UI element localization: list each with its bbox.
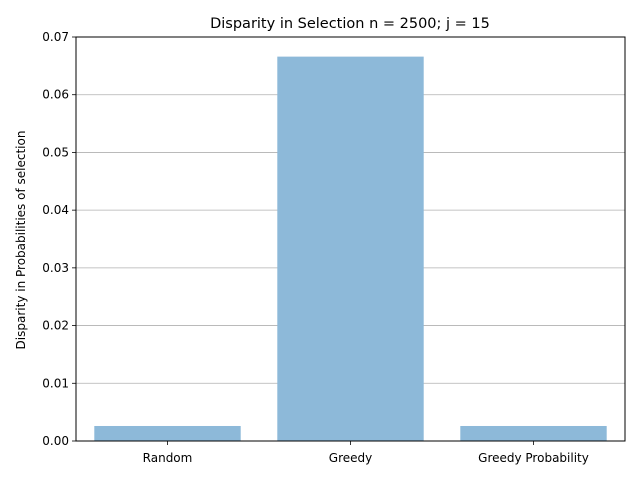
y-axis-ticks: 0.00 0.01 0.02 0.03 0.04 0.05 0.06 0.07 xyxy=(42,30,76,448)
y-tick-label: 0.01 xyxy=(42,376,69,390)
y-tick-label: 0.05 xyxy=(42,145,69,159)
x-tick-label: Greedy xyxy=(329,451,372,465)
plot-frame xyxy=(75,36,626,442)
y-tick-label: 0.06 xyxy=(42,88,69,102)
bar-random xyxy=(94,425,241,441)
bar-greedy xyxy=(277,56,424,441)
x-tick-label: Random xyxy=(143,451,193,465)
x-axis-ticks: Random Greedy Greedy Probability xyxy=(143,441,589,465)
y-tick-label: 0.00 xyxy=(42,434,69,448)
y-axis-label: Disparity in Probabilities of selection xyxy=(14,131,28,350)
chart-title: Disparity in Selection n = 2500; j = 15 xyxy=(210,16,490,32)
bars xyxy=(94,56,607,441)
y-tick-label: 0.04 xyxy=(42,203,69,217)
y-tick-label: 0.02 xyxy=(42,319,69,333)
bar-greedy-probability xyxy=(460,425,607,441)
y-tick-label: 0.03 xyxy=(42,261,69,275)
x-tick-label: Greedy Probability xyxy=(478,451,589,465)
y-tick-label: 0.07 xyxy=(42,30,69,44)
